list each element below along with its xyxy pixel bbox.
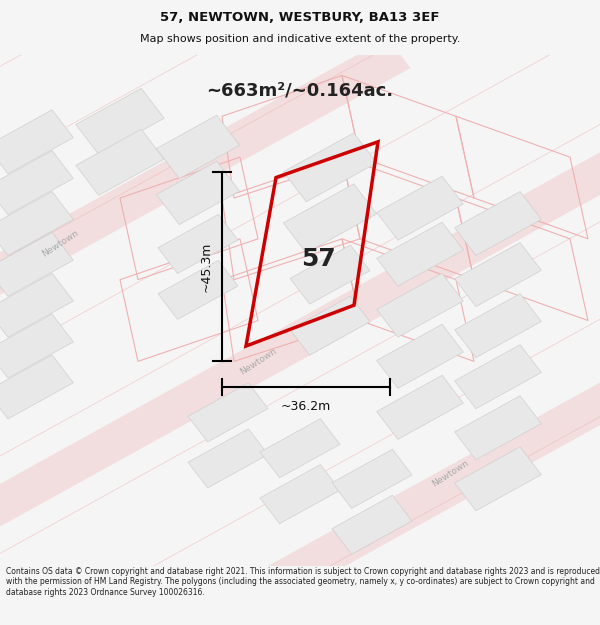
Polygon shape xyxy=(76,129,164,195)
Polygon shape xyxy=(455,396,541,460)
Polygon shape xyxy=(0,38,410,429)
Polygon shape xyxy=(283,184,377,253)
Polygon shape xyxy=(260,419,340,478)
Polygon shape xyxy=(0,355,73,419)
Polygon shape xyxy=(290,245,370,304)
Polygon shape xyxy=(188,383,268,442)
Polygon shape xyxy=(332,495,412,554)
Text: 57, NEWTOWN, WESTBURY, BA13 3EF: 57, NEWTOWN, WESTBURY, BA13 3EF xyxy=(160,11,440,24)
Polygon shape xyxy=(283,133,377,202)
Polygon shape xyxy=(332,449,412,508)
Polygon shape xyxy=(76,88,164,154)
Text: Newtown: Newtown xyxy=(238,346,278,377)
Text: Newtown: Newtown xyxy=(430,459,470,489)
Polygon shape xyxy=(0,232,73,296)
Polygon shape xyxy=(377,324,463,388)
Polygon shape xyxy=(0,273,73,338)
Polygon shape xyxy=(455,242,541,307)
Polygon shape xyxy=(260,464,340,524)
Polygon shape xyxy=(188,429,268,488)
Polygon shape xyxy=(157,161,239,224)
Text: Newtown: Newtown xyxy=(40,229,80,259)
Polygon shape xyxy=(157,115,239,179)
Text: 57: 57 xyxy=(301,248,335,271)
Polygon shape xyxy=(377,376,463,439)
Polygon shape xyxy=(0,110,73,174)
Polygon shape xyxy=(377,273,463,338)
Polygon shape xyxy=(158,214,238,274)
Polygon shape xyxy=(455,294,541,358)
Polygon shape xyxy=(377,222,463,286)
Polygon shape xyxy=(377,176,463,240)
Text: ~45.3m: ~45.3m xyxy=(200,242,213,292)
Polygon shape xyxy=(158,261,238,319)
Polygon shape xyxy=(0,150,600,542)
Text: ~36.2m: ~36.2m xyxy=(281,399,331,412)
Polygon shape xyxy=(455,447,541,511)
Text: Contains OS data © Crown copyright and database right 2021. This information is : Contains OS data © Crown copyright and d… xyxy=(6,567,600,597)
Text: ~663m²/~0.164ac.: ~663m²/~0.164ac. xyxy=(206,82,394,100)
Polygon shape xyxy=(290,296,370,355)
Polygon shape xyxy=(0,191,73,256)
Polygon shape xyxy=(154,268,600,625)
Polygon shape xyxy=(0,151,73,214)
Polygon shape xyxy=(0,314,73,378)
Polygon shape xyxy=(455,345,541,409)
Text: Map shows position and indicative extent of the property.: Map shows position and indicative extent… xyxy=(140,34,460,44)
Polygon shape xyxy=(455,191,541,256)
